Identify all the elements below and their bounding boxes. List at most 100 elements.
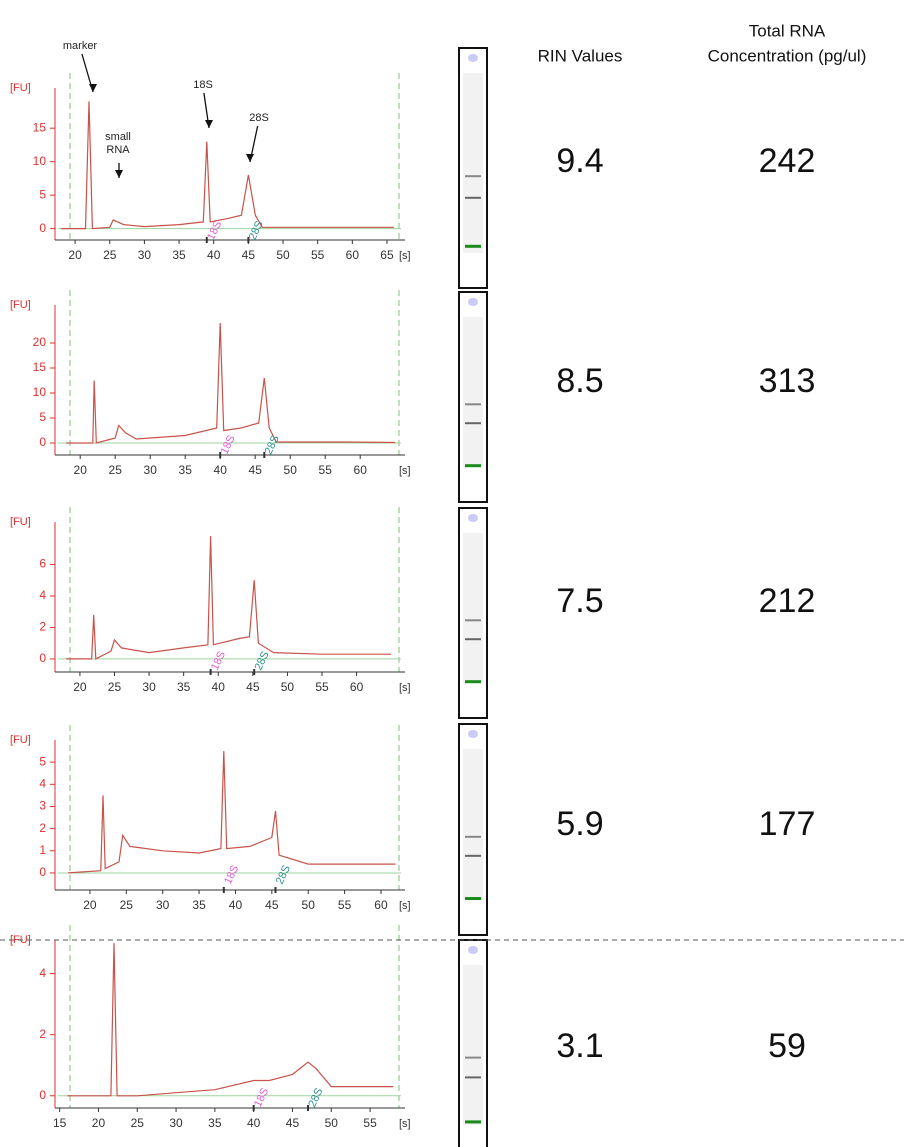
gel-band [465, 403, 481, 405]
x-tick-label: 25 [108, 680, 122, 694]
y-tick-label: 4 [39, 776, 46, 790]
concentration-value: 212 [759, 582, 816, 620]
x-tick-label: 25 [109, 463, 123, 477]
annotation: small RNA [98, 131, 138, 157]
y-tick-label: 4 [39, 966, 46, 980]
y-tick-label: 5 [39, 410, 46, 424]
gel-band [465, 619, 481, 621]
y-tick-label: 2 [39, 1027, 46, 1041]
y-tick-label: 3 [39, 799, 46, 813]
x-tick-label: 25 [120, 898, 134, 912]
gel-marker-dot [468, 946, 478, 954]
x-tick-label: 40 [207, 248, 221, 262]
rin-value: 8.5 [556, 362, 603, 400]
x-tick-label: 50 [302, 898, 316, 912]
gel-smear [463, 317, 483, 467]
x-axis-label: [s] [399, 682, 411, 694]
concentration-value: 313 [759, 362, 816, 400]
x-tick-label: 60 [350, 680, 364, 694]
y-tick-label: 10 [33, 154, 47, 168]
y-tick-label: 0 [39, 1088, 46, 1102]
trace [66, 323, 395, 443]
x-tick-label: 50 [276, 248, 290, 262]
gel-marker-dot [468, 730, 478, 738]
peak-label: 28S [263, 434, 282, 457]
arrow-head [115, 170, 123, 178]
x-tick-label: 35 [177, 680, 191, 694]
gel-band-green [465, 897, 481, 900]
concentration-value: 177 [759, 805, 816, 843]
x-tick-label: 20 [83, 898, 97, 912]
x-tick-label: 60 [354, 463, 368, 477]
x-tick-label: 50 [325, 1116, 339, 1130]
x-tick-label: 20 [92, 1116, 106, 1130]
x-tick-label: 55 [363, 1116, 377, 1130]
rin-header: RIN Values [538, 46, 623, 65]
peak-label: 18S [219, 434, 238, 457]
x-tick-label: 30 [144, 463, 158, 477]
gel-band [465, 1057, 481, 1059]
annotation: 28S [249, 112, 269, 124]
y-axis-label: [FU] [10, 299, 31, 311]
x-tick-label: 40 [212, 680, 226, 694]
concentration-value: 242 [759, 142, 816, 180]
x-axis-label: [s] [399, 1118, 411, 1130]
x-tick-label: 25 [131, 1116, 145, 1130]
arrow-head [89, 84, 97, 92]
gel-smear [463, 73, 483, 253]
x-tick-label: 55 [315, 680, 329, 694]
arrow-head [205, 120, 213, 128]
x-tick-label: 45 [249, 463, 263, 477]
x-tick-label: 35 [179, 463, 193, 477]
gel-band-green [465, 245, 481, 248]
trace [67, 943, 393, 1096]
x-tick-label: 65 [380, 248, 394, 262]
gel-band [465, 855, 481, 857]
x-tick-label: 30 [138, 248, 152, 262]
concentration-header: Concentration (pg/ul) [708, 46, 867, 65]
y-tick-label: 15 [33, 120, 47, 134]
x-axis-label: [s] [399, 900, 411, 912]
y-tick-label: 1 [39, 843, 46, 857]
concentration-header: Total RNA [749, 21, 826, 40]
annotation-box: small RNA [88, 131, 148, 161]
gel-band-green [465, 680, 481, 683]
x-axis-label: [s] [399, 250, 411, 262]
x-tick-label: 55 [311, 248, 325, 262]
x-tick-label: 50 [284, 463, 298, 477]
gel-marker-dot [468, 514, 478, 522]
x-axis-label: [s] [399, 465, 411, 477]
x-tick-label: 30 [142, 680, 156, 694]
concentration-value: 59 [768, 1027, 806, 1065]
x-tick-label: 45 [286, 1116, 300, 1130]
gel-band [465, 175, 481, 177]
peak-label: 18S [209, 649, 228, 672]
y-tick-label: 15 [33, 360, 47, 374]
gel-band [465, 638, 481, 640]
y-tick-label: 0 [39, 651, 46, 665]
gel-marker-dot [468, 298, 478, 306]
x-tick-label: 40 [247, 1116, 261, 1130]
x-tick-label: 40 [214, 463, 228, 477]
x-tick-label: 30 [156, 898, 170, 912]
gel-smear [463, 965, 483, 1125]
x-tick-label: 45 [242, 248, 256, 262]
y-tick-label: 5 [39, 754, 46, 768]
x-tick-label: 45 [246, 680, 260, 694]
rin-value: 5.9 [556, 805, 603, 843]
y-tick-label: 0 [39, 865, 46, 879]
gel-band-green [465, 464, 481, 467]
y-tick-label: 6 [39, 557, 46, 571]
trace [66, 536, 391, 659]
y-tick-label: 2 [39, 620, 46, 634]
peak-label: 28S [247, 219, 266, 242]
y-tick-label: 2 [39, 821, 46, 835]
x-tick-label: 20 [73, 680, 87, 694]
x-tick-label: 55 [338, 898, 352, 912]
peak-label: 28S [253, 649, 272, 672]
rin-value: 7.5 [556, 582, 603, 620]
x-tick-label: 60 [374, 898, 388, 912]
gel-band-green [465, 1120, 481, 1123]
annotation: marker [63, 40, 98, 52]
peak-label: 18S [205, 219, 224, 242]
